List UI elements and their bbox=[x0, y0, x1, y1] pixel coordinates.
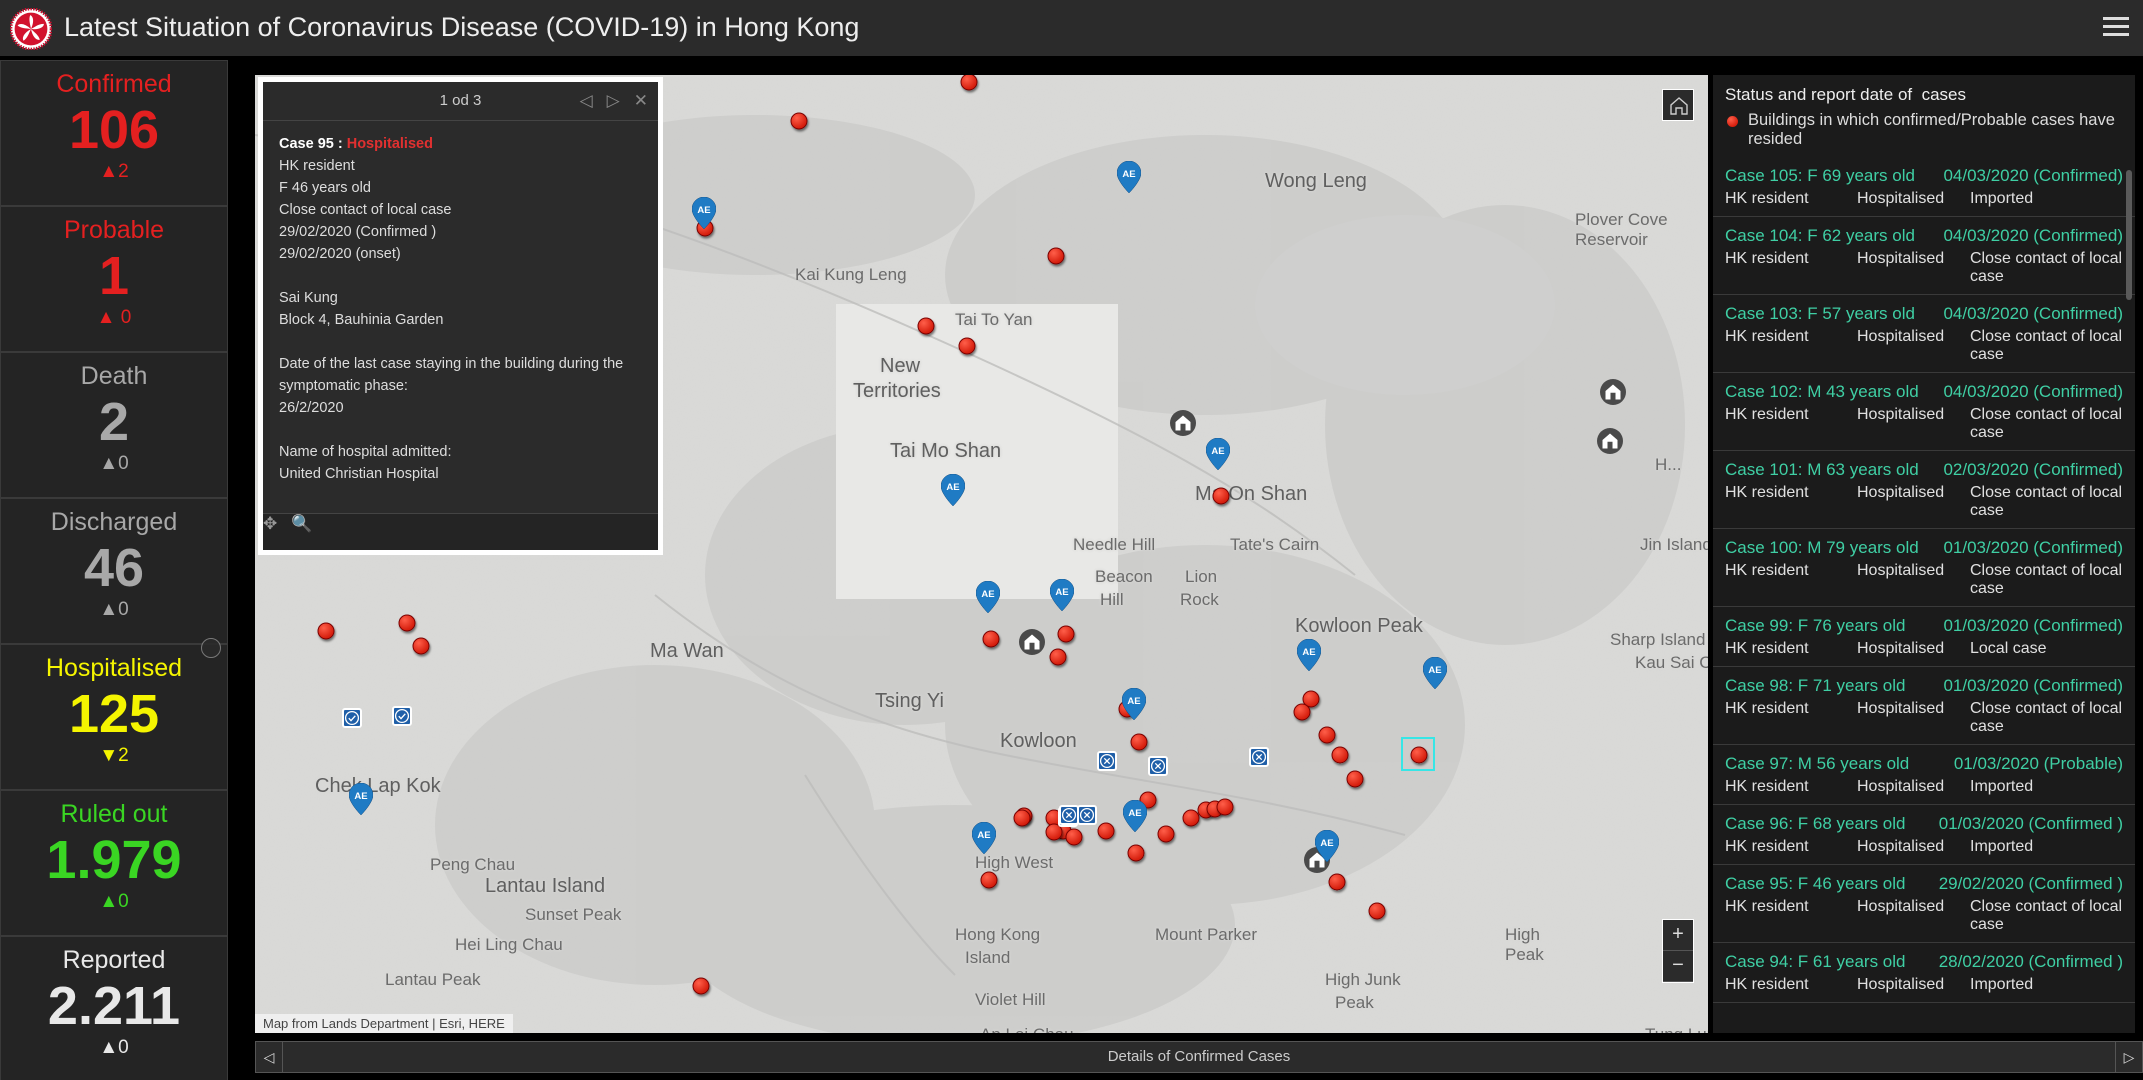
svg-text:AE: AE bbox=[1302, 647, 1315, 658]
svg-text:AE: AE bbox=[977, 830, 990, 841]
svg-text:AE: AE bbox=[1122, 169, 1135, 180]
svg-text:AE: AE bbox=[354, 791, 367, 802]
svg-text:AE: AE bbox=[1428, 665, 1441, 676]
svg-text:AE: AE bbox=[1211, 446, 1224, 457]
svg-text:AE: AE bbox=[946, 482, 959, 493]
svg-text:AE: AE bbox=[1055, 587, 1068, 598]
svg-text:AE: AE bbox=[1320, 838, 1333, 849]
svg-text:AE: AE bbox=[1127, 696, 1140, 707]
svg-text:AE: AE bbox=[981, 589, 994, 600]
svg-text:AE: AE bbox=[1128, 808, 1141, 819]
svg-text:AE: AE bbox=[697, 205, 710, 216]
